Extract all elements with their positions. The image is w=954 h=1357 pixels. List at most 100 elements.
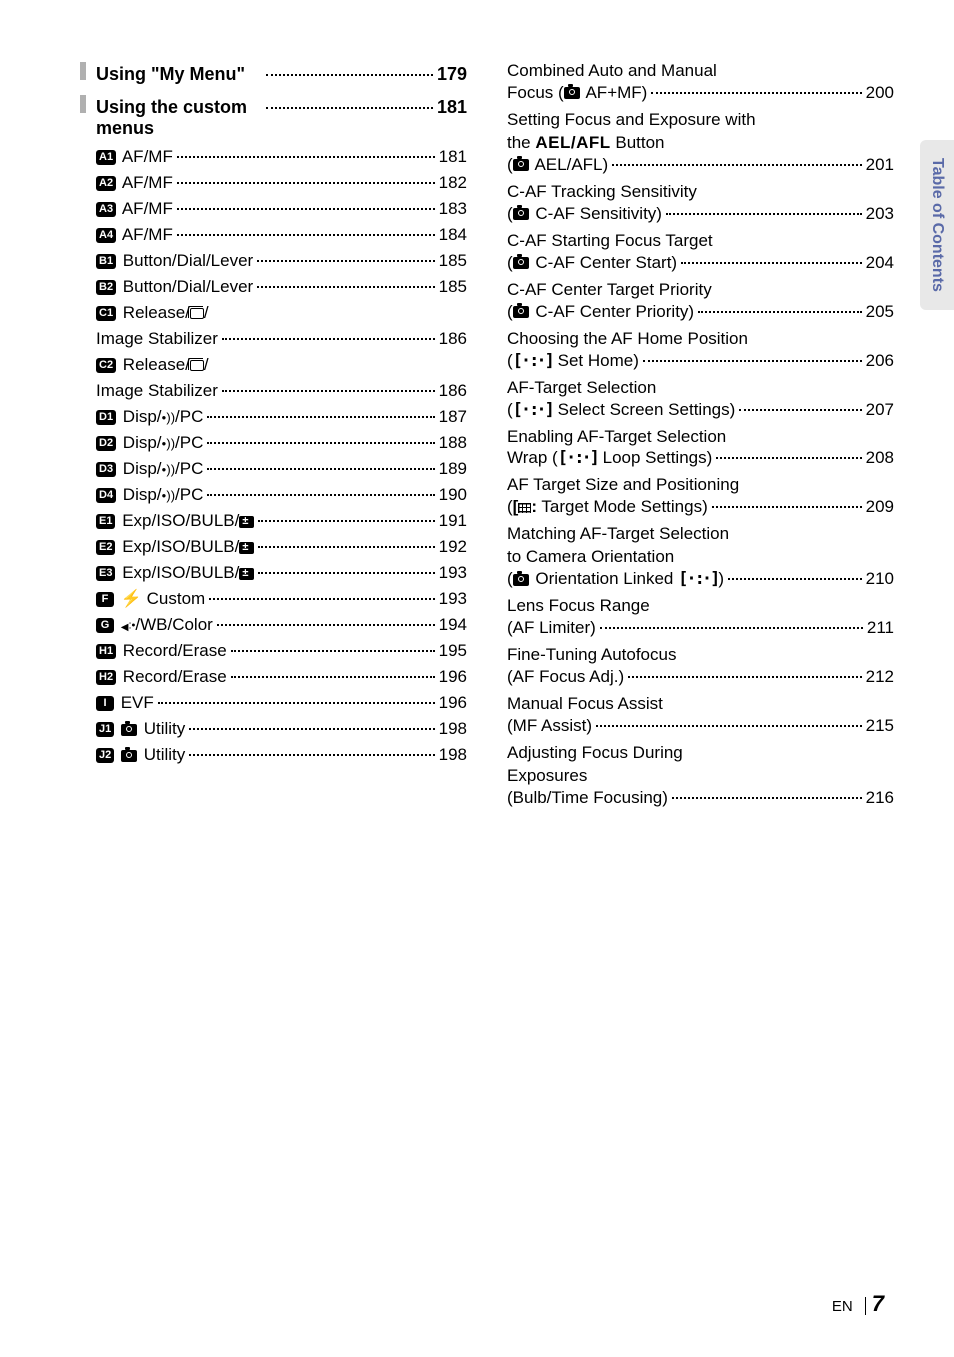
leader-dots [222,390,435,392]
leader-dots [177,234,435,236]
leader-dots [666,213,862,215]
leader-dots [207,494,434,496]
item-page: 186 [439,381,467,401]
leader-dots [266,74,432,76]
toc-item: J1 Utility198 [96,719,467,739]
menu-badge-icon: B1 [96,254,116,269]
leader-dots [207,442,434,444]
toc-item: E2 Exp/ISO/BULB/192 [96,537,467,557]
camera-icon [564,87,580,99]
page-content: Using "My Menu" 179 Using the custom men… [0,0,954,854]
item-page: 185 [439,251,467,271]
toc-entry: C-AF Starting Focus Target( C-AF Center … [507,230,894,273]
leader-dots [612,164,861,166]
leader-dots [257,286,434,288]
section-title: Using "My Menu" [96,64,262,85]
camera-icon [513,574,529,586]
camera-icon [121,724,137,736]
item-page: 198 [439,719,467,739]
item-page: 198 [439,745,467,765]
toc-entry: Combined Auto and ManualFocus ( AF+MF)20… [507,60,894,103]
toc-entry: Matching AF-Target Selectionto Camera Or… [507,523,894,589]
section-title: Using the custom menus [96,97,262,139]
entry-page: 212 [866,667,894,687]
entry-page: 200 [866,83,894,103]
entry-page: 203 [866,204,894,224]
entry-line: Combined Auto and Manual [507,60,894,83]
sound-icon [162,485,176,504]
entry-page: 201 [866,155,894,175]
menu-badge-icon: D2 [96,436,116,451]
toc-item-continuation: Image Stabilizer186 [96,381,467,401]
entry-line: AF-Target Selection [507,377,894,400]
leader-dots [628,676,861,678]
leader-dots [177,182,435,184]
leader-dots [207,416,434,418]
toc-entry: Lens Focus Range(AF Limiter)211 [507,595,894,638]
leader-dots [207,468,434,470]
toc-item: A4 AF/MF 184 [96,225,467,245]
entry-last-line: ( AEL/AFL) [507,155,608,175]
menu-badge-icon: G [96,618,114,633]
entry-page: 208 [866,448,894,468]
menu-badge-icon: H1 [96,644,116,659]
leader-dots [266,107,432,109]
item-page: 188 [439,433,467,453]
item-page: 189 [439,459,467,479]
toc-item: F ⚡ Custom193 [96,589,467,609]
entry-last-line: (MF Assist) [507,716,592,736]
entry-line: Exposures [507,765,894,788]
entry-line: Setting Focus and Exposure with [507,109,894,132]
entry-line: to Camera Orientation [507,546,894,569]
entry-line: Adjusting Focus During [507,742,894,765]
item-page: 181 [439,147,467,167]
item-page: 184 [439,225,467,245]
exposure-icon [239,542,254,554]
entry-last-line: ( C-AF Sensitivity) [507,204,662,224]
entry-last-line: (AF Focus Adj.) [507,667,624,687]
burst-icon [190,308,204,319]
item-page: 195 [439,641,467,661]
leader-dots [231,650,435,652]
item-page: 183 [439,199,467,219]
leader-dots [728,578,862,580]
flash-icon: ⚡ [121,589,142,608]
af-target-icon: [·:·] [558,448,598,468]
leader-dots [231,676,435,678]
entry-page: 207 [866,400,894,420]
menu-badge-icon: A2 [96,176,116,191]
item-page: 196 [439,667,467,687]
leader-dots [643,360,862,362]
leader-dots [217,624,435,626]
leader-dots [681,262,862,264]
section-page: 179 [437,64,467,85]
item-label: A1 AF/MF [96,147,173,167]
menu-badge-icon: F [96,592,114,607]
toc-entry: AF-Target Selection([·:·] Select Screen … [507,377,894,420]
leader-dots [698,311,862,313]
item-label: H2 Record/Erase [96,667,227,687]
entry-last-line: ( C-AF Center Priority) [507,302,694,322]
toc-entry: AF Target Size and Positioning([: Target… [507,474,894,517]
entry-line: C-AF Starting Focus Target [507,230,894,253]
toc-section: Using the custom menus 181 [80,93,467,139]
entry-page: 210 [866,569,894,589]
item-label: E1 Exp/ISO/BULB/ [96,511,254,531]
toc-item: G :•/WB/Color194 [96,615,467,635]
item-label: A3 AF/MF [96,199,173,219]
toc-item: I EVF196 [96,693,467,713]
leader-dots [258,520,434,522]
camera-icon [513,159,529,171]
item-label: H1 Record/Erase [96,641,227,661]
menu-badge-icon: A1 [96,150,116,165]
af-target-icon: [·:·] [513,400,553,420]
section-bar-icon [80,95,86,113]
item-label: A4 AF/MF [96,225,173,245]
menu-badge-icon: C2 [96,358,116,373]
entry-line: Choosing the AF Home Position [507,328,894,351]
camera-icon [513,257,529,269]
toc-item: A3 AF/MF 183 [96,199,467,219]
menu-badge-icon: D4 [96,488,116,503]
entry-last-line: ([·:·] Set Home) [507,351,639,371]
entry-last-line: ([: Target Mode Settings) [507,497,708,517]
